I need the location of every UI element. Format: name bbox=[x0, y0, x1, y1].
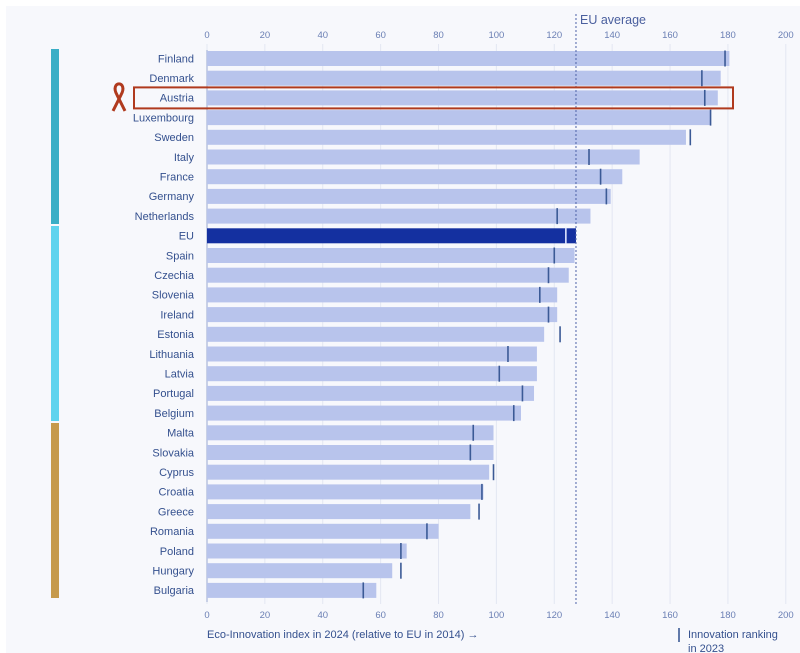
x-tick-label-top: 200 bbox=[778, 30, 794, 41]
category-label: Greece bbox=[158, 506, 194, 518]
x-tick-label-top: 100 bbox=[488, 30, 504, 41]
bar bbox=[207, 385, 535, 401]
bar bbox=[207, 169, 623, 185]
eu-average-label: EU average bbox=[580, 13, 646, 27]
x-tick-label-bottom: 20 bbox=[260, 610, 271, 621]
x-tick-label-top: 60 bbox=[375, 30, 386, 41]
bar bbox=[207, 326, 545, 342]
category-label: Lithuania bbox=[149, 349, 195, 361]
category-label: France bbox=[160, 172, 194, 184]
bar bbox=[207, 523, 439, 539]
group-bar-laggards bbox=[51, 422, 59, 599]
bar bbox=[207, 188, 611, 204]
category-label: Austria bbox=[160, 93, 195, 105]
category-label: Finland bbox=[158, 53, 194, 65]
legend-label: Innovation ranking in 2023 bbox=[688, 629, 778, 653]
bar bbox=[207, 425, 494, 441]
bar bbox=[207, 543, 407, 559]
category-label: Slovenia bbox=[152, 290, 195, 302]
eco-innovation-chart: 0 0 20 20 40 40 60 60 80 80 100 100 120 120 140 140 160 1… bbox=[111, 13, 794, 653]
highlight-box bbox=[133, 86, 734, 110]
bar bbox=[207, 90, 718, 106]
bar bbox=[207, 208, 591, 224]
x-tick-label-top: 0 bbox=[204, 30, 209, 41]
x-tick-label-bottom: 140 bbox=[604, 610, 620, 621]
x-axis-label: Eco-Innovation index in 2024 (relative t… bbox=[207, 629, 479, 641]
bar bbox=[207, 228, 576, 244]
category-label: Malta bbox=[167, 428, 195, 440]
ribbon-icon bbox=[111, 82, 127, 112]
bar bbox=[207, 110, 711, 126]
category-label: Czechia bbox=[154, 270, 195, 282]
group-bar-middle bbox=[51, 225, 59, 421]
bar bbox=[207, 307, 558, 323]
x-tick-label-bottom: 200 bbox=[778, 610, 794, 621]
category-label: Bulgaria bbox=[154, 585, 195, 597]
category-label: Latvia bbox=[165, 369, 195, 381]
bar bbox=[207, 149, 640, 165]
x-tick-label-top: 40 bbox=[317, 30, 328, 41]
category-label: Denmark bbox=[149, 73, 194, 85]
x-tick-label-bottom: 160 bbox=[662, 610, 678, 621]
x-tick-label-top: 180 bbox=[720, 30, 736, 41]
x-tick-label-top: 160 bbox=[662, 30, 678, 41]
x-tick-label-bottom: 0 bbox=[204, 610, 209, 621]
bar bbox=[207, 464, 490, 480]
x-tick-label-top: 140 bbox=[604, 30, 620, 41]
chart-frame: 0 0 20 20 40 40 60 60 80 80 100 100 120 120 140 140 160 1… bbox=[6, 6, 800, 653]
bar bbox=[207, 445, 494, 460]
x-tick-label-bottom: 120 bbox=[546, 610, 562, 621]
category-label: Italy bbox=[174, 152, 195, 164]
x-tick-label-bottom: 100 bbox=[488, 610, 504, 621]
bar bbox=[207, 366, 537, 382]
category-label: Luxembourg bbox=[133, 112, 194, 124]
bar bbox=[207, 248, 575, 263]
group-bar-leaders bbox=[51, 48, 59, 224]
x-tick-label-bottom: 60 bbox=[375, 610, 386, 621]
x-tick-label-bottom: 80 bbox=[433, 610, 444, 621]
x-tick-label-bottom: 40 bbox=[317, 610, 328, 621]
category-label: EU bbox=[179, 231, 194, 243]
category-label: Romania bbox=[150, 526, 195, 538]
category-label: Sweden bbox=[154, 132, 194, 144]
category-label: Slovakia bbox=[152, 447, 194, 459]
category-label: Cyprus bbox=[159, 467, 194, 479]
bar bbox=[207, 129, 686, 145]
bar bbox=[207, 582, 377, 598]
x-tick-label-bottom: 180 bbox=[720, 610, 736, 621]
x-tick-label-top: 120 bbox=[546, 30, 562, 41]
category-label: Spain bbox=[166, 250, 194, 262]
category-label: Netherlands bbox=[135, 211, 195, 223]
bar bbox=[207, 51, 730, 66]
x-tick-label-top: 20 bbox=[260, 30, 271, 41]
bar bbox=[207, 405, 521, 421]
bar bbox=[207, 287, 558, 303]
category-label: Estonia bbox=[157, 329, 195, 341]
bar bbox=[207, 504, 471, 520]
category-label: Ireland bbox=[160, 309, 194, 321]
x-tick-label-top: 80 bbox=[433, 30, 444, 41]
bar bbox=[207, 346, 537, 362]
bar bbox=[207, 267, 569, 283]
category-label: Croatia bbox=[159, 487, 195, 499]
bar bbox=[207, 484, 484, 500]
bar bbox=[207, 70, 721, 86]
category-label: Poland bbox=[160, 546, 194, 558]
category-label: Portugal bbox=[153, 388, 194, 400]
category-label: Belgium bbox=[154, 408, 194, 420]
category-label: Hungary bbox=[152, 566, 194, 578]
category-label: Germany bbox=[149, 191, 195, 203]
bar bbox=[207, 563, 393, 579]
